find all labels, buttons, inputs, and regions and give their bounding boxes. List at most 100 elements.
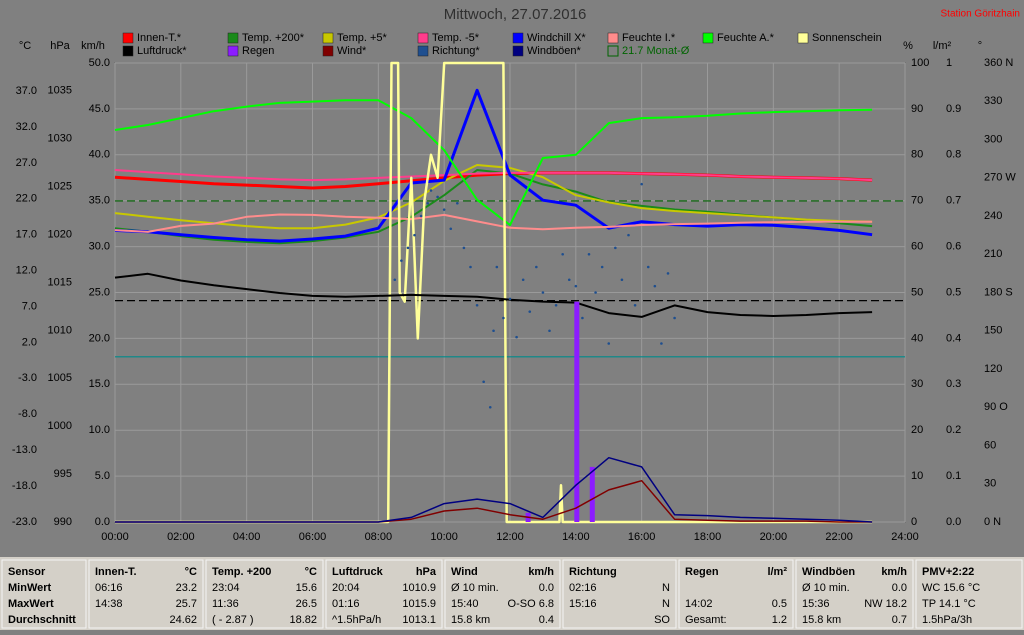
y-tick-label: 35.0 (89, 195, 110, 207)
direction-point (620, 278, 624, 282)
stats-cell (562, 559, 677, 629)
direction-point (456, 201, 459, 205)
stats-header: Richtung (569, 566, 617, 578)
y-tick-label: 150 (984, 325, 1002, 337)
direction-point (653, 284, 657, 288)
y-tick-label: 90 O (984, 401, 1008, 413)
y-tick-label: 1030 (48, 133, 72, 145)
legend-swatch (122, 32, 134, 44)
y-tick-label: 0.7 (946, 195, 961, 207)
y-tick-label: 15.0 (89, 378, 110, 390)
legend-label: Sonnenschein (812, 32, 882, 44)
direction-point (406, 246, 410, 250)
direction-point (495, 265, 499, 269)
stats-header: Temp. +200 (212, 566, 271, 578)
x-tick-label: 20:00 (760, 531, 788, 543)
stats-value: 02:16 (569, 582, 597, 594)
series-line (114, 88, 873, 243)
stats-header: Innen-T. (95, 566, 137, 578)
y-tick-label: 0.3 (946, 378, 961, 390)
stats-cell (678, 559, 794, 629)
y-tick-label: 27.0 (16, 157, 37, 169)
series-line (114, 213, 873, 233)
y-tick-label: 70 (911, 195, 923, 207)
y-tick-label: 360 N (984, 57, 1013, 69)
legend-swatch (227, 45, 239, 57)
legend-label: Temp. +200* (242, 32, 305, 44)
y-tick-label: 0.0 (95, 516, 110, 528)
direction-point (475, 303, 479, 307)
direction-point (442, 208, 446, 211)
stats-value: 14:38 (95, 598, 123, 610)
direction-point (541, 291, 545, 294)
y-tick-label: 0.0 (946, 516, 961, 528)
direction-point (673, 316, 676, 320)
y-tick-label: 300 (984, 133, 1002, 145)
direction-point (594, 291, 597, 294)
stats-value: 18.82 (289, 614, 317, 626)
stats-value: 15.6 (296, 582, 317, 594)
y-tick-label: 240 (984, 210, 1002, 222)
direction-point (535, 265, 538, 269)
stats-value: 06:16 (95, 582, 123, 594)
direction-point (666, 272, 670, 275)
y-tick-label: -8.0 (18, 408, 37, 420)
direction-point (548, 329, 551, 333)
stats-cell (915, 559, 1023, 629)
direction-point (515, 335, 518, 339)
x-tick-label: 08:00 (365, 531, 393, 543)
stats-value: 15:40 (451, 598, 479, 610)
direction-point (640, 182, 643, 186)
legend-label: Windböen* (527, 45, 582, 57)
legend-swatch (227, 32, 239, 44)
axis-unit: l/m² (933, 40, 952, 52)
y-tick-label: 60 (984, 439, 996, 451)
y-tick-label: 20 (911, 424, 923, 436)
direction-point (469, 265, 472, 269)
y-tick-label: -23.0 (12, 516, 37, 528)
y-tick-label: 1025 (48, 181, 72, 193)
direction-point (426, 201, 430, 205)
direction-point (462, 246, 466, 250)
x-tick-label: 02:00 (167, 531, 195, 543)
direction-point (627, 233, 630, 237)
direction-point (528, 310, 532, 313)
direction-point (600, 265, 604, 269)
y-tick-label: 210 (984, 248, 1002, 260)
legend-swatch (512, 45, 524, 57)
y-tick-label: 7.0 (22, 300, 37, 312)
y-tick-label: 25.0 (89, 286, 110, 298)
x-tick-label: 04:00 (233, 531, 261, 543)
series-line (114, 272, 873, 318)
stats-value: 0.5 (772, 598, 787, 610)
stats-cell (444, 559, 561, 629)
axis-unit: km/h (81, 40, 105, 52)
direction-point (502, 316, 505, 320)
stats-value: O-SO 6.8 (508, 598, 554, 610)
y-tick-label: 30 (984, 478, 996, 490)
stats-header: Windböen (802, 566, 855, 578)
y-tick-label: 1010 (48, 324, 72, 336)
legend-swatch (607, 45, 619, 57)
legend-swatch (122, 45, 134, 57)
stats-value: 0.0 (892, 582, 907, 594)
y-tick-label: -13.0 (12, 444, 37, 456)
y-tick-label: 180 S (984, 286, 1013, 298)
legend-swatch (512, 32, 524, 44)
y-tick-label: 2.0 (22, 336, 37, 348)
x-tick-label: 24:00 (891, 531, 919, 543)
series-line (115, 456, 873, 523)
y-tick-label: 0.6 (946, 241, 961, 253)
y-tick-label: 40 (911, 332, 923, 344)
legend-label: Richtung* (432, 45, 480, 57)
y-tick-label: 1015 (48, 276, 72, 288)
stats-value: Ø 10 min. (451, 582, 499, 594)
y-tick-label: 22.0 (16, 193, 37, 205)
legend-swatch (797, 32, 809, 44)
legend-swatch (607, 32, 619, 44)
stats-header: Sensor (8, 566, 46, 578)
stats-value: 1.5hPa/3h (922, 614, 972, 626)
stats-cell (325, 559, 443, 629)
y-tick-label: 0.1 (946, 470, 961, 482)
